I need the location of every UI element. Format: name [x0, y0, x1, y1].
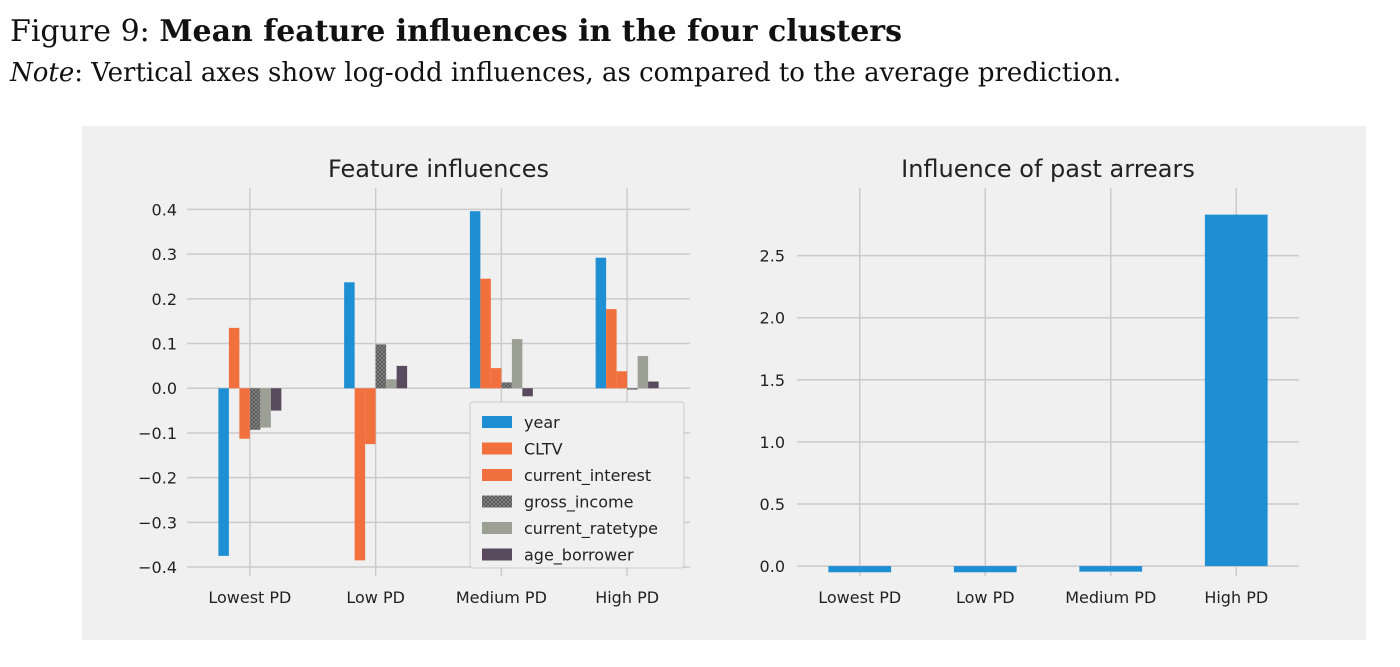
bar-age-borrower-high-pd [648, 381, 659, 389]
x-tick-label: High PD [595, 588, 659, 607]
x-tick-label: Medium PD [456, 588, 547, 607]
bar-cltv-medium-pd [480, 278, 491, 389]
bar-current-ratetype-high-pd [637, 356, 649, 389]
y-tick-label: −0.3 [138, 513, 177, 532]
figure-heading: Figure 9: Mean feature influences in the… [10, 12, 1390, 52]
figure-label: Figure 9: [10, 14, 150, 49]
bar-current-ratetype-medium-pd [511, 339, 523, 389]
bar-low-pd [953, 566, 1017, 573]
y-tick-label: 0.0 [760, 557, 785, 576]
bar-current-ratetype-low-pd [386, 379, 397, 389]
x-tick-label: Lowest PD [818, 588, 901, 607]
chart-title: Influence of past arrears [901, 155, 1195, 183]
figure-note: Note: Vertical axes show log-odd influen… [10, 54, 1390, 92]
legend-swatch-cltv [482, 442, 512, 455]
y-tick-label: 2.0 [760, 309, 785, 328]
legend-label-gross-income: gross_income [524, 493, 633, 513]
y-tick-label: 0.4 [152, 200, 177, 219]
legend-swatch-current-interest [482, 469, 512, 481]
y-tick-label: −0.2 [138, 469, 177, 488]
feature-influences-chart: −0.4 −0.3 −0.2 −0.1 0.0 0.1 0.2 0.3 0.4 Lowest PD… [138, 155, 690, 607]
past-arrears-chart: 0.0 0.5 1.0 1.5 2.0 2.5 Lowest PD Low PD Medium … [760, 155, 1299, 607]
bars [218, 211, 659, 561]
bar-age-borrower-low-pd [396, 365, 408, 389]
bar-current-interest-lowest-pd [239, 388, 250, 439]
legend-box [469, 401, 685, 569]
bar-gross-income-high-pd [627, 388, 638, 390]
bar-cltv-low-pd [354, 388, 366, 561]
x-tick-label: Medium PD [1065, 588, 1156, 607]
y-tick-label: 0.2 [152, 290, 177, 309]
y-tick-label: 2.5 [760, 247, 785, 266]
figure-caption: Figure 9: Mean feature influences in the… [10, 12, 1390, 92]
bars [828, 214, 1268, 573]
legend-swatch-gross-income [482, 495, 512, 508]
figure-panel: −0.4 −0.3 −0.2 −0.1 0.0 0.1 0.2 0.3 0.4 Lowest PD… [82, 126, 1366, 640]
note-label: Note [10, 58, 75, 88]
bar-current-interest-high-pd [616, 371, 628, 389]
bar-age-borrower-medium-pd [522, 388, 533, 397]
bar-age-borrower-lowest-pd [270, 388, 282, 411]
figure-title: Mean feature influences in the four clus… [159, 14, 902, 49]
x-tick-label: Low PD [346, 588, 405, 607]
legend-label-current-interest: current_interest [524, 466, 651, 486]
bar-lowest-pd [828, 566, 892, 573]
y-tick-label: 1.5 [760, 371, 785, 390]
legend-swatch-current-ratetype [482, 522, 512, 534]
bar-cltv-high-pd [606, 309, 617, 389]
legend-label-year: year [524, 413, 560, 432]
bar-high-pd [1204, 214, 1268, 567]
bar-cltv-lowest-pd [228, 327, 240, 389]
y-tick-label: −0.1 [138, 424, 177, 443]
x-tick-label: Lowest PD [208, 588, 291, 607]
bar-year-high-pd [595, 257, 607, 389]
bar-current-interest-low-pd [365, 388, 376, 445]
bar-year-lowest-pd [218, 388, 229, 556]
x-tick-label: High PD [1204, 588, 1268, 607]
y-tick-label: −0.4 [138, 558, 177, 577]
legend-swatch-age-borrower [482, 548, 512, 561]
y-tick-label: 0.0 [152, 379, 177, 398]
bar-gross-income-medium-pd [501, 382, 512, 389]
charts-canvas: −0.4 −0.3 −0.2 −0.1 0.0 0.1 0.2 0.3 0.4 Lowest PD… [138, 155, 1299, 607]
bar-year-medium-pd [469, 211, 481, 389]
y-tick-label: 0.3 [152, 245, 177, 264]
legend-label-current-ratetype: current_ratetype [524, 519, 658, 539]
bar-year-low-pd [344, 282, 355, 389]
legend-swatch-year [482, 416, 512, 428]
y-tick-label: 0.1 [152, 335, 177, 354]
bar-medium-pd [1079, 566, 1143, 572]
bar-current-interest-medium-pd [490, 368, 502, 389]
bar-current-ratetype-lowest-pd [260, 388, 271, 428]
bar-gross-income-lowest-pd [249, 388, 261, 430]
y-tick-label: 0.5 [760, 495, 785, 514]
x-tick-label: Low PD [956, 588, 1015, 607]
chart-title: Feature influences [328, 155, 549, 183]
bar-gross-income-low-pd [375, 344, 387, 389]
legend-label-age-borrower: age_borrower [524, 546, 634, 566]
legend: year CLTV current_interest gross_incomecurr… [469, 401, 685, 569]
note-text: : Vertical axes show log-odd influences,… [74, 58, 1122, 88]
legend-label-cltv: CLTV [524, 440, 563, 459]
y-tick-label: 1.0 [760, 433, 785, 452]
